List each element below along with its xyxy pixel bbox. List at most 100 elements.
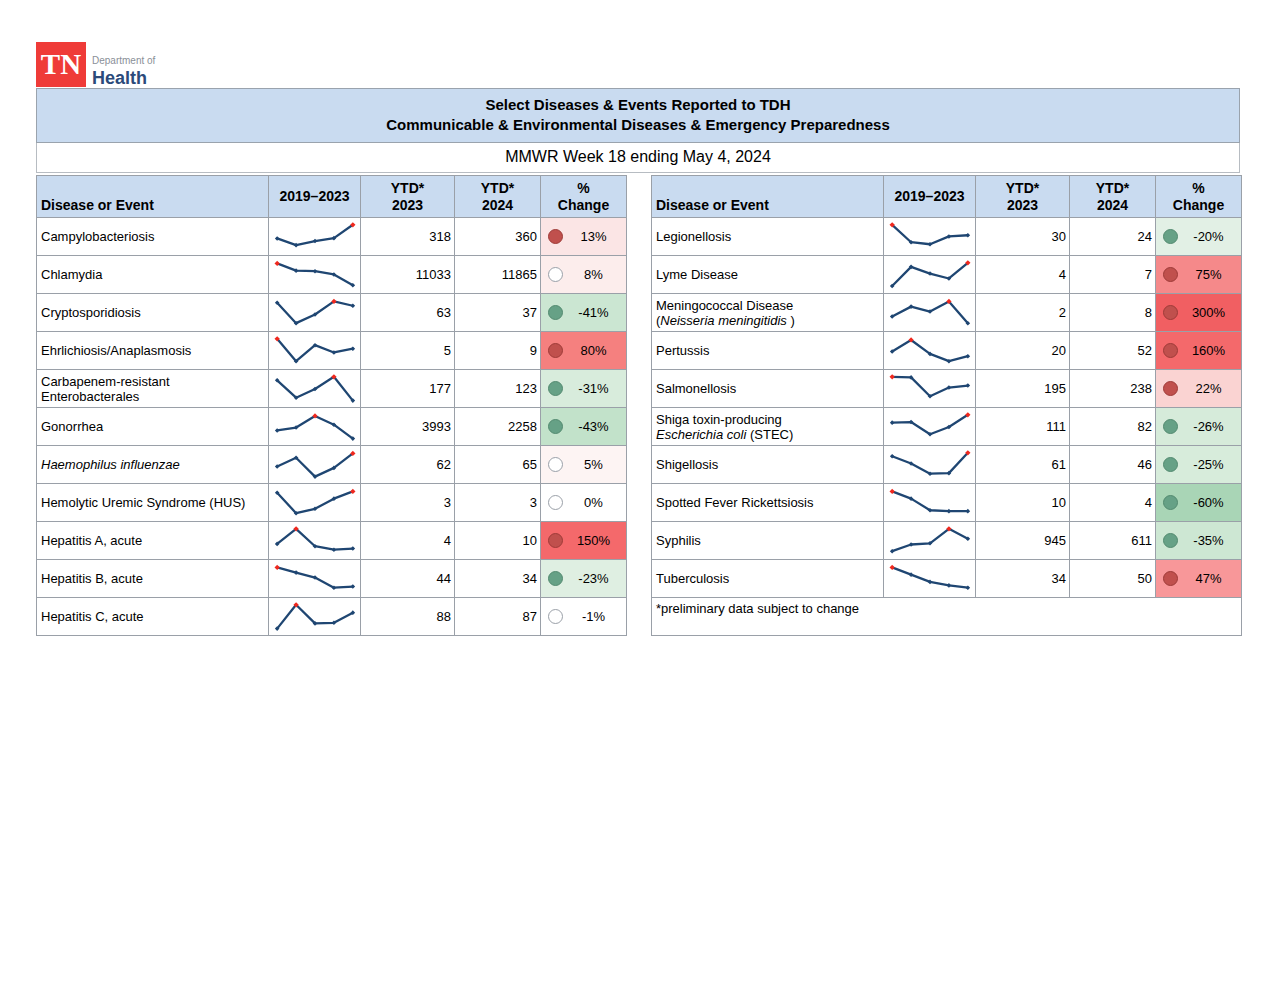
pct-change-cell: 150%	[541, 522, 627, 560]
table-header-row: Disease or Event 2019–2023 YTD*2023 YTD*…	[37, 176, 627, 218]
col-header-ytd2024: YTD*2024	[1070, 176, 1156, 218]
logo-department-of: Department of	[92, 55, 155, 66]
change-indicator-dot	[548, 533, 563, 548]
table-row: Hemolytic Uremic Syndrome (HUS) 3 3 0%	[37, 484, 627, 522]
disease-name: Shiga toxin-producingEscherichia coli (S…	[652, 408, 884, 446]
footnote-row: *preliminary data subject to change	[652, 598, 1242, 636]
table-header-row: Disease or Event 2019–2023 YTD*2023 YTD*…	[652, 176, 1242, 218]
ytd-2023-value: 4	[361, 522, 455, 560]
report-body: Select Diseases & Events Reported to TDH…	[36, 88, 1240, 636]
change-indicator-dot	[1163, 267, 1178, 282]
report-title: Select Diseases & Events Reported to TDH…	[36, 88, 1240, 143]
col-header-trend: 2019–2023	[884, 176, 976, 218]
trend-sparkline	[269, 598, 361, 636]
table-row: Shigellosis 61 46 -25%	[652, 446, 1242, 484]
ytd-2024-value: 10	[455, 522, 541, 560]
ytd-2024-value: 238	[1070, 370, 1156, 408]
disease-name: Lyme Disease	[652, 256, 884, 294]
trend-sparkline	[269, 560, 361, 598]
ytd-2023-value: 20	[976, 332, 1070, 370]
pct-change-cell: -23%	[541, 560, 627, 598]
pct-change-cell: -26%	[1156, 408, 1242, 446]
ytd-2023-value: 62	[361, 446, 455, 484]
disease-name: Carbapenem-resistantEnterobacterales	[37, 370, 269, 408]
ytd-2023-value: 3993	[361, 408, 455, 446]
ytd-2024-value: 3	[455, 484, 541, 522]
ytd-2023-value: 11033	[361, 256, 455, 294]
disease-name: Cryptosporidiosis	[37, 294, 269, 332]
pct-change-cell: 160%	[1156, 332, 1242, 370]
trend-sparkline	[269, 370, 361, 408]
ytd-2024-value: 123	[455, 370, 541, 408]
col-header-pct-change: %Change	[1156, 176, 1242, 218]
pct-change-cell: -31%	[541, 370, 627, 408]
change-indicator-dot	[548, 267, 563, 282]
ytd-2024-value: 37	[455, 294, 541, 332]
disease-name: Syphilis	[652, 522, 884, 560]
pct-change-cell: 0%	[541, 484, 627, 522]
disease-name: Haemophilus influenzae	[37, 446, 269, 484]
ytd-2023-value: 2	[976, 294, 1070, 332]
change-indicator-dot	[1163, 305, 1178, 320]
trend-sparkline	[269, 332, 361, 370]
ytd-2024-value: 2258	[455, 408, 541, 446]
trend-sparkline	[269, 218, 361, 256]
tn-logo-mark: TN	[36, 42, 86, 87]
change-indicator-dot	[548, 419, 563, 434]
disease-name: Hepatitis B, acute	[37, 560, 269, 598]
disease-name: Meningococcal Disease(Neisseria meningit…	[652, 294, 884, 332]
ytd-2024-value: 46	[1070, 446, 1156, 484]
disease-name: Hepatitis A, acute	[37, 522, 269, 560]
pct-change-cell: 75%	[1156, 256, 1242, 294]
change-indicator-dot	[1163, 571, 1178, 586]
table-row: Ehrlichiosis/Anaplasmosis 5 9 80%	[37, 332, 627, 370]
ytd-2024-value: 82	[1070, 408, 1156, 446]
trend-sparkline	[884, 408, 976, 446]
ytd-2023-value: 63	[361, 294, 455, 332]
pct-change-cell: 300%	[1156, 294, 1242, 332]
table-row: Pertussis 20 52 160%	[652, 332, 1242, 370]
ytd-2024-value: 360	[455, 218, 541, 256]
change-indicator-dot	[548, 229, 563, 244]
trend-sparkline	[884, 218, 976, 256]
disease-name: Hepatitis C, acute	[37, 598, 269, 636]
col-header-ytd2023: YTD*2023	[361, 176, 455, 218]
ytd-2023-value: 10	[976, 484, 1070, 522]
change-indicator-dot	[548, 457, 563, 472]
table-row: Chlamydia 11033 11865 8%	[37, 256, 627, 294]
ytd-2024-value: 24	[1070, 218, 1156, 256]
report-title-line1: Select Diseases & Events Reported to TDH	[37, 95, 1239, 115]
ytd-2023-value: 4	[976, 256, 1070, 294]
pct-change-cell: -43%	[541, 408, 627, 446]
table-row: Cryptosporidiosis 63 37 -41%	[37, 294, 627, 332]
trend-sparkline	[884, 332, 976, 370]
ytd-2024-value: 50	[1070, 560, 1156, 598]
table-row: Spotted Fever Rickettsiosis 10 4 -60%	[652, 484, 1242, 522]
change-indicator-dot	[1163, 457, 1178, 472]
disease-tables: Disease or Event 2019–2023 YTD*2023 YTD*…	[36, 175, 1240, 636]
change-indicator-dot	[548, 495, 563, 510]
col-header-disease: Disease or Event	[37, 176, 269, 218]
trend-sparkline	[884, 560, 976, 598]
ytd-2023-value: 61	[976, 446, 1070, 484]
ytd-2023-value: 88	[361, 598, 455, 636]
col-header-trend: 2019–2023	[269, 176, 361, 218]
disease-name: Ehrlichiosis/Anaplasmosis	[37, 332, 269, 370]
trend-sparkline	[269, 294, 361, 332]
table-row: Hepatitis B, acute 44 34 -23%	[37, 560, 627, 598]
ytd-2024-value: 52	[1070, 332, 1156, 370]
col-header-ytd2024: YTD*2024	[455, 176, 541, 218]
ytd-2024-value: 8	[1070, 294, 1156, 332]
ytd-2024-value: 87	[455, 598, 541, 636]
ytd-2023-value: 34	[976, 560, 1070, 598]
preliminary-data-footnote: *preliminary data subject to change	[652, 598, 1242, 636]
table-row: Hepatitis C, acute 88 87 -1%	[37, 598, 627, 636]
table-row: Campylobacteriosis 318 360 13%	[37, 218, 627, 256]
ytd-2023-value: 318	[361, 218, 455, 256]
ytd-2023-value: 945	[976, 522, 1070, 560]
disease-name: Chlamydia	[37, 256, 269, 294]
table-row: Meningococcal Disease(Neisseria meningit…	[652, 294, 1242, 332]
report-title-line2: Communicable & Environmental Diseases & …	[37, 115, 1239, 135]
ytd-2024-value: 34	[455, 560, 541, 598]
pct-change-cell: 47%	[1156, 560, 1242, 598]
